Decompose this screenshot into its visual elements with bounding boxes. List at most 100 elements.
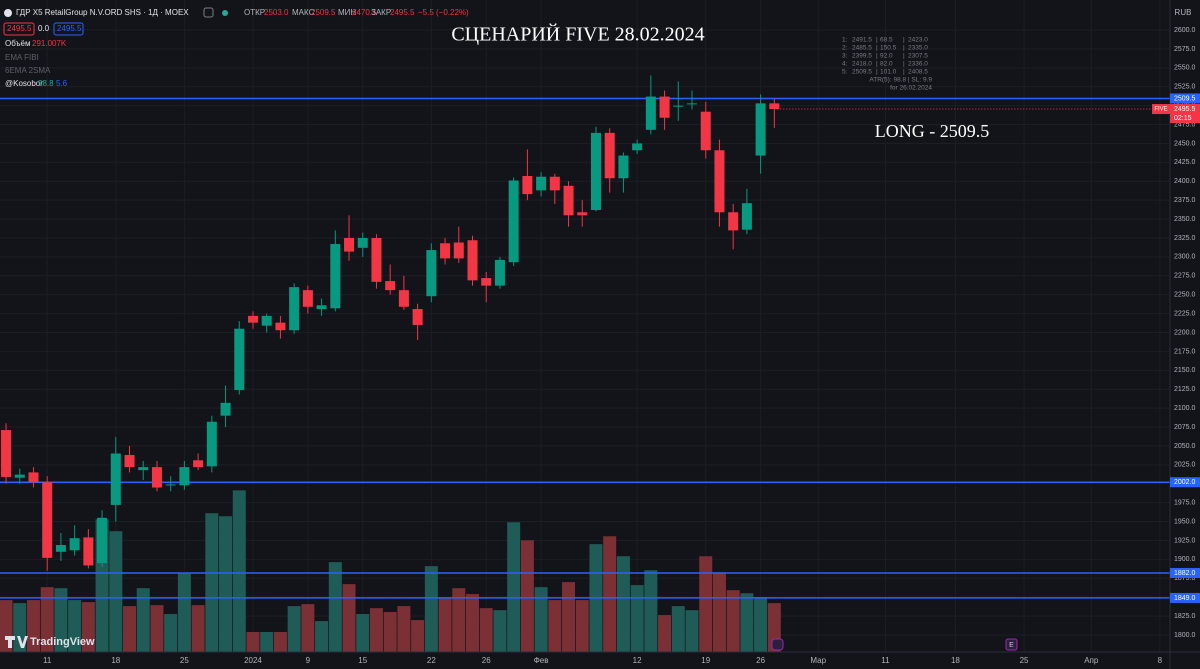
volume-bar [685,610,699,652]
volume-bar [232,490,246,652]
ask: 2495.5 [57,24,82,33]
candle-body [28,472,39,483]
volume-bar [150,605,164,652]
x-tick-label: 19 [701,656,710,665]
level-label: 1849.0 [1174,595,1196,602]
level-label: 2002.0 [1174,479,1196,486]
volume-bar [424,566,438,652]
candle-body [687,103,698,105]
table-cell: 2335.0 [908,45,928,52]
candle-body [728,212,739,231]
candle-body [577,212,588,216]
symbol: ГДР X5 RetailGroup N.V.ORD SHS · 1Д · MO… [16,8,189,17]
fav-icon[interactable] [203,7,214,18]
volume-bar [452,588,466,652]
volume-bar [726,590,740,652]
candle-body [563,185,574,216]
volume-bar [383,612,397,652]
candle-body [42,482,53,558]
volume-bar [81,602,95,652]
x-tick-label: 8 [1158,656,1163,665]
ohlc-label: ЗАКР [371,8,391,17]
level-tag [1170,567,1200,578]
candle-body [700,111,711,151]
ohlc-value: 2509.5 [311,8,336,17]
table-cell: | [876,61,878,68]
volume-bar [109,531,123,652]
volume-bar [699,556,713,652]
volume-bar [164,614,178,652]
x-tick-label: 25 [1020,656,1029,665]
table-cell: 2399.5 [852,53,872,60]
bid-box[interactable] [3,22,35,36]
symbol-icon [4,9,12,17]
x-tick-label: 18 [111,656,120,665]
currency[interactable]: RUB [1175,8,1192,17]
table-cell: 92.0 [880,53,893,60]
table-cell: 2509.5 [852,69,872,76]
y-tick-label: 2125.0 [1174,386,1196,393]
ohlc-label: МИН [338,8,356,17]
x-tick-label: 18 [951,656,960,665]
ask-box[interactable] [53,22,84,36]
x-tick-label: 15 [358,656,367,665]
candle-body [590,132,601,210]
indicator: EMA FIBI [5,53,39,62]
candle-body [247,315,258,323]
event-box[interactable] [1005,638,1018,651]
candle-body [302,290,313,307]
y-tick-label: 2575.0 [1174,46,1196,53]
candle-body [741,203,752,230]
candle-body [234,328,245,390]
candle-body [536,176,547,191]
candle-body [604,132,615,179]
volume-bar [136,588,150,652]
table-cell: | [903,61,905,68]
candle-body [385,281,396,291]
table-cell: 1: [842,37,848,44]
x-tick-label: Мар [810,656,826,665]
table-cell: 2307.5 [908,53,928,60]
candle-body [179,467,190,486]
candle-body [632,143,643,151]
event-label: E [1009,642,1014,649]
y-tick-label: 1900.0 [1174,556,1196,563]
table-cell: 150.5 [880,45,897,52]
table-cell: 5: [842,69,848,76]
volume-bar [68,600,82,652]
candle-body [673,105,684,107]
volume-bar [219,516,233,652]
candle-body [467,240,478,281]
candle-body [549,176,560,191]
symbol-tag-label: FIVE [1154,107,1167,113]
volume-bar [575,600,589,652]
volume-bar [562,582,576,652]
volume-bar [191,605,205,652]
table-note: ATR(5): 98.8 | SL: 9.9 [869,77,932,84]
table-cell: 2423.0 [908,37,928,44]
y-tick-label: 1975.0 [1174,499,1196,506]
volume-bar [246,632,260,652]
volume-bar [507,522,521,652]
candle-body [453,242,464,259]
table-cell: 2336.0 [908,61,928,68]
table-cell: 3: [842,53,848,60]
volume-bar [411,620,425,652]
table-cell: 2408.5 [908,69,928,76]
candle-body [316,305,327,310]
y-tick-label: 2600.0 [1174,27,1196,34]
candle-body [755,103,766,156]
change: −5.5 (−0.22%) [418,8,469,17]
y-tick-label: 2075.0 [1174,424,1196,431]
candle-body [55,544,66,552]
y-tick-label: 2175.0 [1174,348,1196,355]
brand: TradingView [30,636,95,648]
ohlc-label: МАКС [292,8,315,17]
volume-bar [479,608,493,652]
y-tick-label: 2525.0 [1174,84,1196,91]
candle-body [110,453,121,505]
event-icon[interactable] [771,638,784,651]
table-cell: 68.5 [880,37,893,44]
table-cell: | [876,69,878,76]
volume-bar [205,513,219,652]
